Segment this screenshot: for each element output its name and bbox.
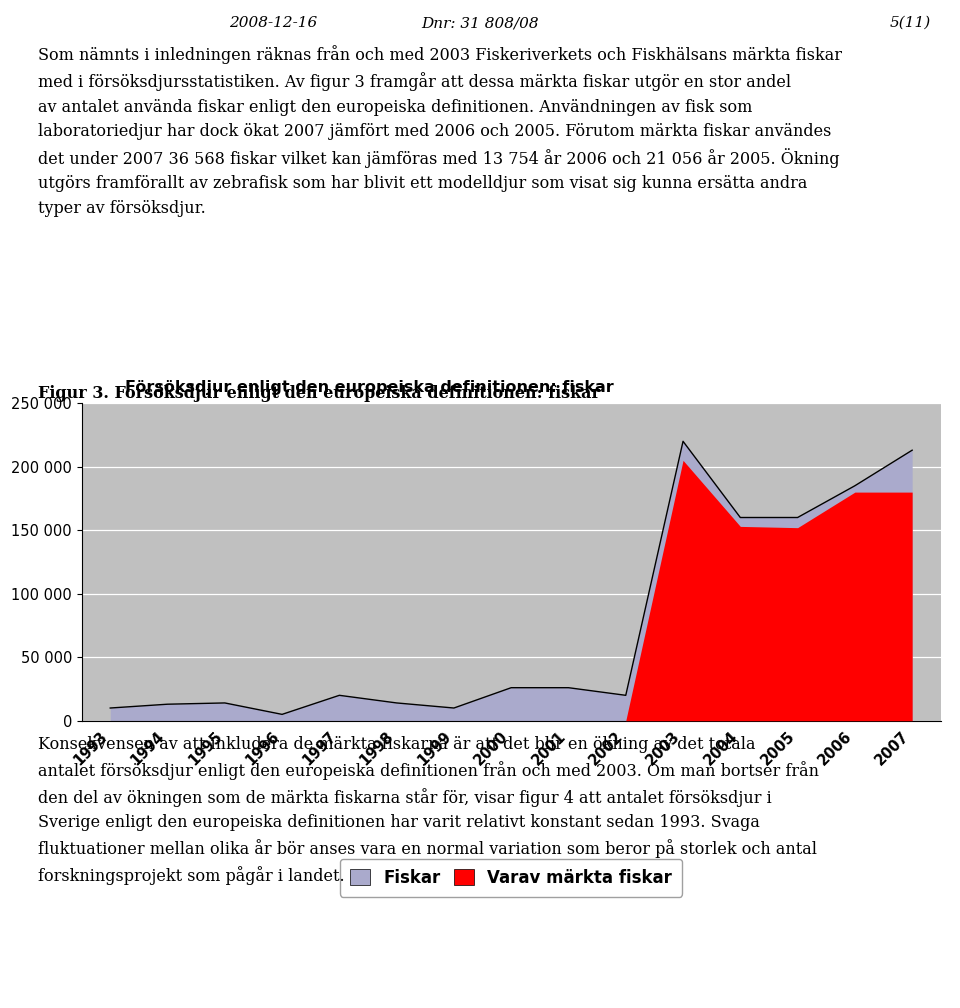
Text: Figur 3. Försöksdjur enligt den europeiska definitionen: fiskar: Figur 3. Försöksdjur enligt den europeis… bbox=[38, 385, 600, 402]
Text: 2008-12-16: 2008-12-16 bbox=[229, 16, 318, 30]
Text: 5(11): 5(11) bbox=[890, 16, 931, 30]
Text: Konsekvensen av att inkludera de märkta fiskarna är att det blir en ökning av de: Konsekvensen av att inkludera de märkta … bbox=[38, 736, 820, 885]
Text: Som nämnts i inledningen räknas från och med 2003 Fiskeriverkets och Fiskhälsans: Som nämnts i inledningen räknas från och… bbox=[38, 45, 843, 217]
Legend: Fiskar, Varav märkta fiskar: Fiskar, Varav märkta fiskar bbox=[340, 859, 683, 896]
Text: Dnr: 31 808/08: Dnr: 31 808/08 bbox=[421, 16, 539, 30]
Text: Försöksdjur enligt den europeiska definitionen: fiskar: Försöksdjur enligt den europeiska defini… bbox=[125, 380, 613, 395]
